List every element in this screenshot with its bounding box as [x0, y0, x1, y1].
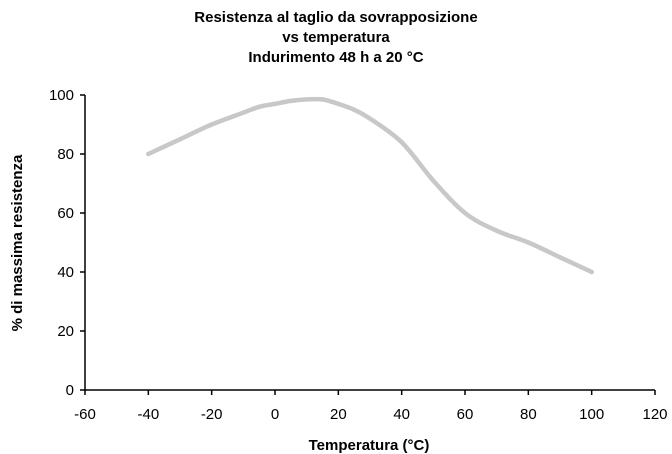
x-tick-label: 120 [642, 406, 667, 423]
x-tick-label: 100 [579, 406, 604, 423]
ticks: 0 20 40 60 80 100 -60 -40 -20 0 20 40 60 80 100 120 [49, 87, 668, 423]
data-point [352, 107, 357, 113]
y-tick-label: 60 [57, 205, 74, 222]
data-point [557, 255, 563, 260]
y-tick-label: 80 [57, 146, 74, 163]
y-axis-title: % di massima resistenza [9, 154, 26, 331]
data-point [494, 228, 499, 233]
data-point [320, 97, 325, 102]
x-tick-label: -40 [137, 406, 159, 423]
data-point [399, 140, 404, 145]
x-tick-label: 20 [330, 406, 347, 423]
data-point [462, 210, 468, 216]
x-tick-label: 40 [393, 406, 410, 423]
data-point [272, 101, 278, 107]
x-tick-label: -20 [201, 406, 223, 423]
x-tick-label: 60 [457, 406, 474, 423]
chart-title-line-1: Resistenza al taglio da sovrapposizione [194, 9, 478, 26]
data-point [367, 116, 373, 121]
y-tick-label: 100 [49, 87, 74, 104]
data-point [431, 178, 436, 183]
data-point [146, 151, 151, 157]
data-point [336, 101, 341, 107]
data-point [241, 110, 246, 115]
x-axis-title: Temperatura (°C) [309, 437, 430, 454]
x-tick-label: 80 [520, 406, 537, 423]
chart-title: Resistenza al taglio da sovrapposizione … [0, 8, 672, 68]
series-layer [146, 96, 594, 275]
data-point [177, 137, 183, 142]
y-tick-label: 20 [57, 323, 74, 340]
series-line-0 [146, 96, 594, 275]
data-point [589, 269, 594, 275]
data-point [288, 98, 293, 104]
y-tick-label: 0 [66, 382, 74, 399]
x-tick-label: 0 [271, 406, 279, 423]
data-point [304, 97, 309, 102]
y-tick-label: 40 [57, 264, 74, 281]
axes [84, 95, 655, 391]
data-point [209, 122, 214, 127]
chart-title-line-2: vs temperatura [282, 29, 390, 46]
data-point [526, 240, 531, 245]
data-point [257, 104, 262, 110]
x-tick-label: -60 [74, 406, 96, 423]
chart-title-line-3: Indurimento 48 h a 20 °C [248, 49, 424, 66]
